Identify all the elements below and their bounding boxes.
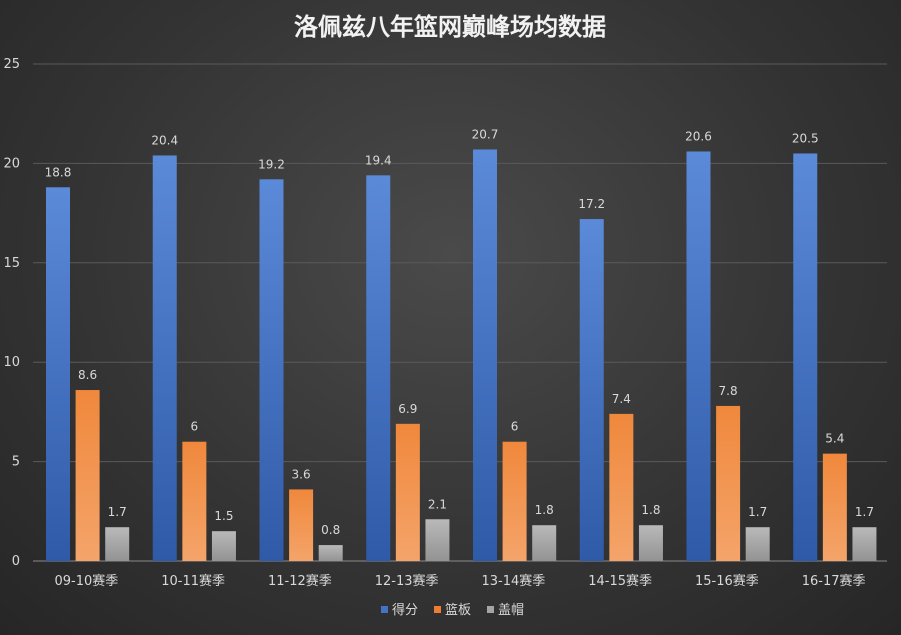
data-label: 20.7 [472,127,499,141]
data-labels: 18.8 8.6 1.7 20.4 6 1.5 19.2 3.6 0.8 19.4 6.9 2.1 20… [45,127,874,537]
bar-盖帽-2 [318,545,343,561]
bar-得分-7 [793,153,818,561]
bar-篮板-6 [716,405,741,561]
x-category-label: 11-12赛季 [268,573,332,589]
y-axis-ticks: 0 5 10 15 20 25 [3,57,20,569]
data-label: 1.7 [748,505,767,519]
y-tick-label: 10 [3,355,20,370]
bar-篮板-2 [289,489,314,561]
data-label: 5.4 [825,432,844,446]
chart-title: 洛佩兹八年篮网巅峰场均数据 [294,13,606,41]
data-label: 17.2 [578,197,605,211]
legend-label: 篮板 [445,603,471,618]
x-category-label: 09-10赛季 [54,573,118,589]
data-label: 3.6 [292,467,311,481]
bar-得分-2 [259,179,284,561]
x-category-label: 15-16赛季 [695,573,759,589]
data-label: 20.6 [685,129,712,143]
data-label: 1.7 [855,505,874,519]
legend-label: 得分 [392,602,418,618]
data-label: 8.6 [78,368,97,382]
legend-swatch [381,606,388,613]
x-category-label: 10-11赛季 [161,573,225,589]
data-label: 19.4 [365,153,392,167]
bar-篮板-5 [609,413,634,561]
bar-盖帽-0 [105,527,130,561]
legend: 得分 篮板 盖帽 [381,602,524,618]
data-label: 1.5 [214,509,233,523]
bar-盖帽-3 [425,519,450,561]
bar-得分-4 [473,149,497,561]
bar-盖帽-6 [745,527,770,561]
bar-盖帽-1 [211,531,236,561]
data-label: 20.4 [151,133,178,147]
bar-得分-0 [46,187,70,562]
bar-篮板-0 [75,390,100,561]
data-label: 1.8 [535,503,554,517]
bar-得分-6 [686,151,711,562]
data-label: 6 [511,420,519,434]
x-category-label: 12-13赛季 [375,573,439,589]
legend-swatch [434,606,441,613]
legend-swatch [487,606,494,613]
data-label: 7.8 [719,384,738,398]
legend-label: 盖帽 [498,602,524,618]
data-label: 19.2 [258,157,285,171]
data-label: 2.1 [428,497,447,511]
data-label: 18.8 [45,165,72,179]
x-axis-categories: 09-10赛季 10-11赛季 11-12赛季 12-13赛季 13-14赛季 14-15… [54,573,865,589]
bar-篮板-3 [395,423,420,561]
bar-得分-1 [152,155,177,561]
data-label: 0.8 [321,523,340,537]
bar-盖帽-7 [852,527,877,561]
data-label: 20.5 [792,131,819,145]
data-label: 1.8 [641,503,660,517]
data-label: 6.9 [398,402,417,416]
bar-得分-3 [366,175,391,561]
bars [46,149,877,562]
x-category-label: 16-17赛季 [802,573,866,589]
bar-盖帽-5 [638,525,663,561]
y-tick-label: 0 [12,554,20,569]
bar-盖帽-4 [532,525,557,561]
y-tick-label: 15 [3,256,20,271]
x-category-label: 14-15赛季 [588,573,652,589]
bar-篮板-7 [822,453,847,561]
bar-篮板-1 [182,441,207,561]
data-label: 6 [191,420,199,434]
x-category-label: 13-14赛季 [481,573,545,589]
data-label: 7.4 [612,392,631,406]
y-tick-label: 20 [3,156,20,171]
data-label: 1.7 [108,505,127,519]
y-tick-label: 5 [12,455,20,470]
bar-篮板-4 [502,441,527,561]
bar-得分-5 [579,219,604,561]
y-tick-label: 25 [3,57,20,72]
